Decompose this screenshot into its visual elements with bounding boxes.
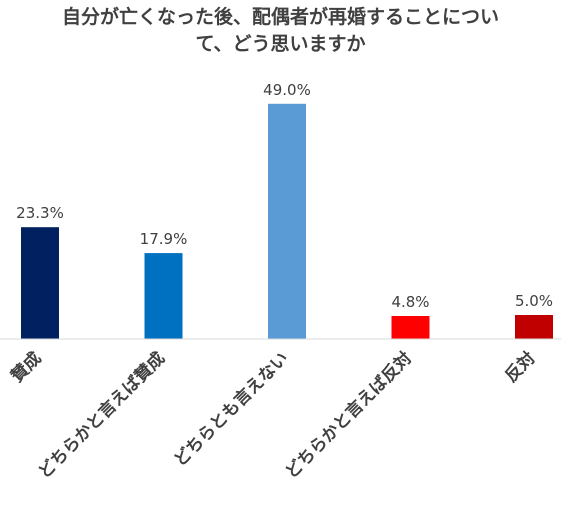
- category-label-3: どちらとも言えない: [169, 348, 292, 471]
- value-label-2: 17.9%: [140, 230, 188, 248]
- value-label-4: 4.8%: [391, 293, 429, 311]
- value-labels-layer: 23.3% 17.9% 49.0% 4.8% 5.0%: [16, 81, 553, 311]
- chart-title-line-1: 自分が亡くなった後、配偶者が再婚することについ: [61, 6, 499, 28]
- bar-1: [21, 227, 59, 339]
- bar-2: [144, 253, 183, 339]
- value-label-5: 5.0%: [515, 292, 553, 310]
- bars-layer: [21, 103, 553, 339]
- category-label-4: どちらかと言えば反対: [281, 348, 416, 483]
- category-label-5: 反対: [501, 348, 540, 387]
- value-label-1: 23.3%: [16, 204, 64, 222]
- value-label-3: 49.0%: [263, 81, 311, 99]
- bar-3: [268, 103, 306, 339]
- category-label-2: どちらかと言えば賛成: [34, 348, 169, 483]
- bar-5: [515, 315, 553, 339]
- chart-title-line-2: て、どう思いますか: [195, 33, 366, 55]
- chart-title: 自分が亡くなった後、配偶者が再婚することについ て、どう思いますか: [0, 4, 561, 58]
- category-label-1: 賛成: [7, 348, 46, 387]
- bar-4: [391, 316, 430, 339]
